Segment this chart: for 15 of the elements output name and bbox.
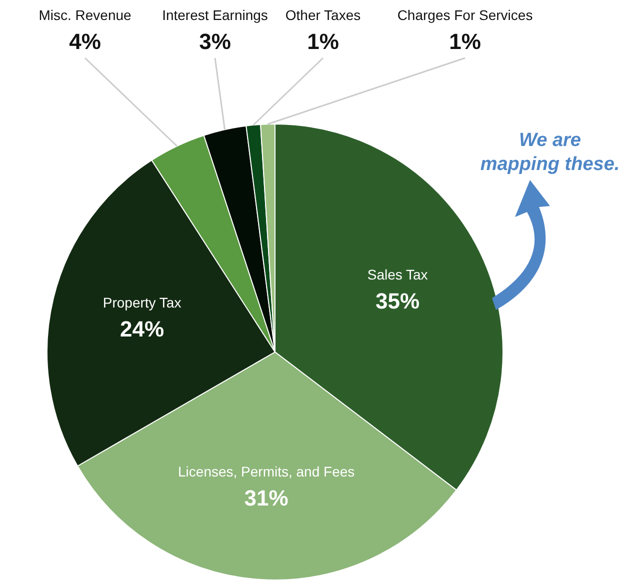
data-label: 35% [376, 288, 420, 314]
data-label: 1% [449, 29, 481, 54]
data-label: 1% [307, 29, 339, 54]
data-label: 3% [199, 29, 231, 54]
data-label: 31% [244, 486, 288, 511]
text: We are mapping these. [480, 130, 620, 175]
data-label: 24% [120, 316, 164, 342]
slice-label: Charges For Services [397, 7, 533, 23]
slice-label: Sales Tax [367, 266, 428, 282]
slice-label: Interest Earnings [162, 7, 268, 23]
data-label: 4% [69, 29, 101, 54]
slice-label: Other Taxes [285, 7, 361, 23]
slice-label: Property Tax [102, 294, 182, 311]
slice-label: Licenses, Permits, and Fees [178, 464, 355, 480]
slice-label: Misc. Revenue [38, 7, 132, 23]
